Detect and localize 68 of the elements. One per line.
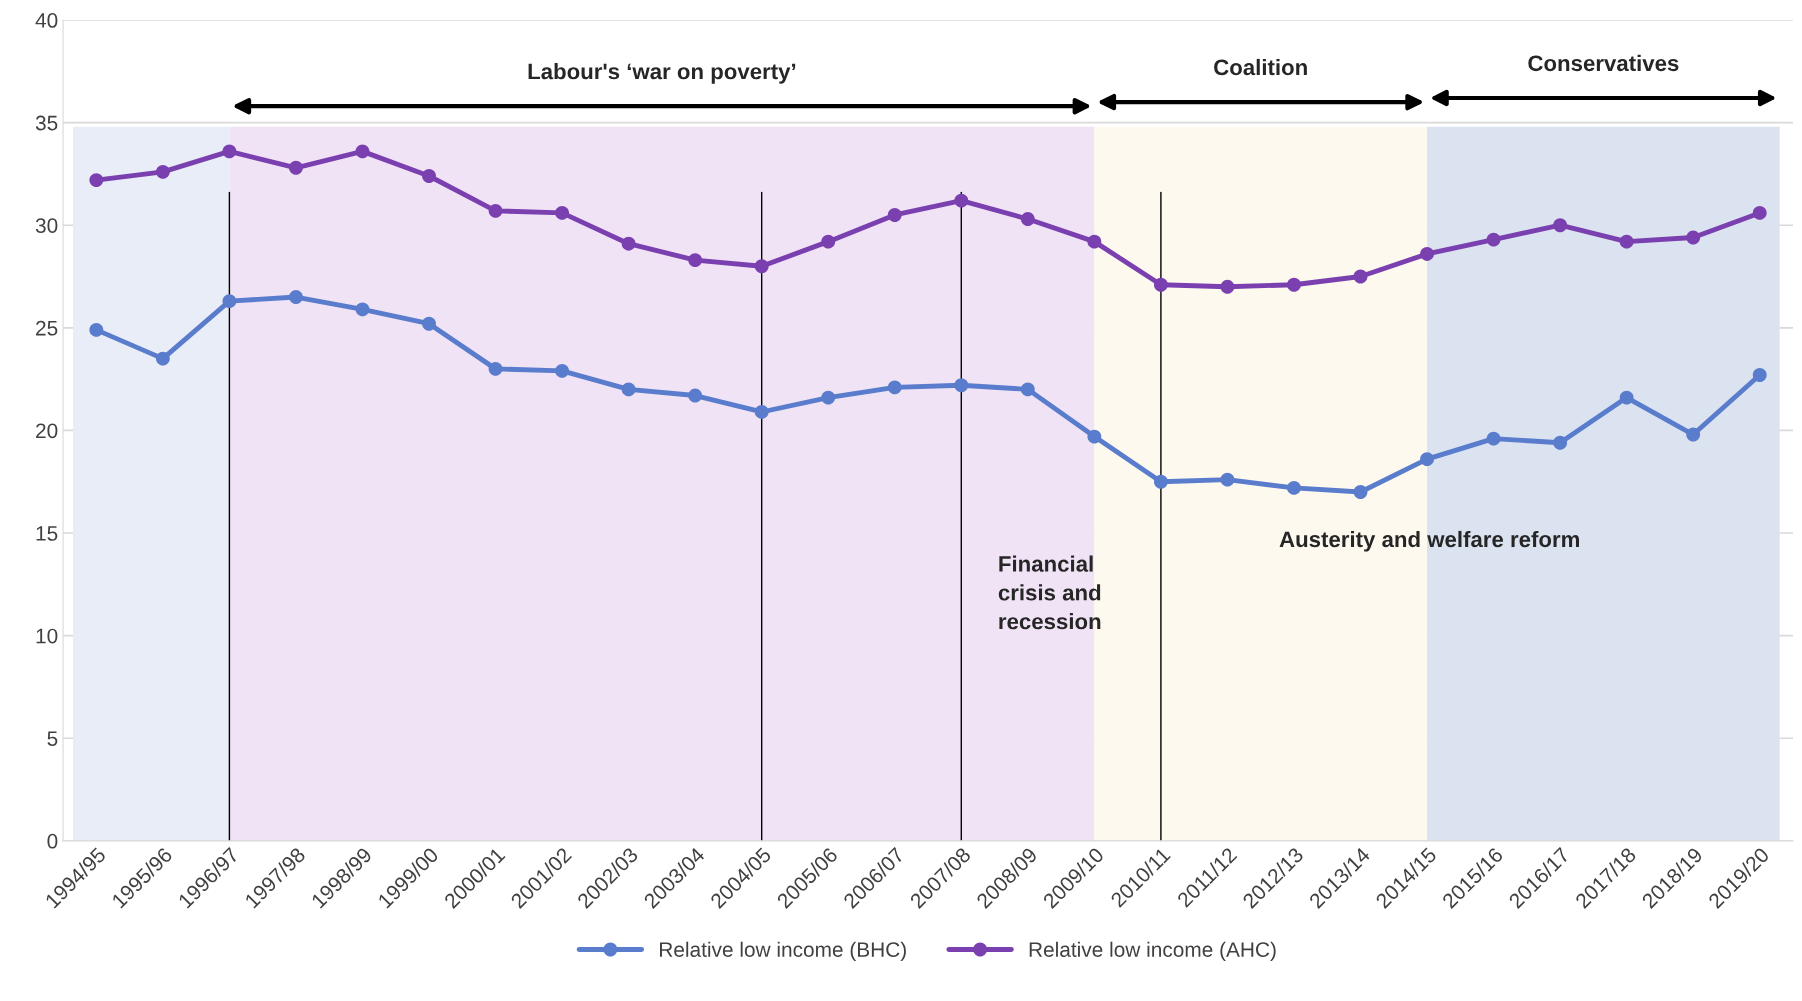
point <box>422 169 436 183</box>
band-label: Labour's ‘war on poverty’ <box>528 63 796 84</box>
y-tick-label: 35 <box>35 115 58 131</box>
band-label: Conservatives <box>1528 54 1679 72</box>
point <box>89 173 104 188</box>
point <box>1153 277 1168 292</box>
y-tick-label: 10 <box>36 628 58 644</box>
point <box>887 208 902 222</box>
legend-label: Relative low income (AHC) <box>1029 941 1276 962</box>
point <box>1087 429 1102 444</box>
point <box>1619 390 1634 405</box>
point <box>1287 480 1301 495</box>
point <box>1420 247 1434 261</box>
point <box>754 259 769 274</box>
point <box>688 253 703 268</box>
point <box>555 363 570 378</box>
point <box>1220 279 1235 294</box>
point <box>1420 452 1434 467</box>
point <box>1353 485 1368 499</box>
point <box>954 193 969 208</box>
point <box>155 164 170 179</box>
point <box>355 302 370 317</box>
point <box>688 388 703 403</box>
y-tick-label: 5 <box>47 731 58 746</box>
point <box>1220 472 1235 487</box>
point <box>289 160 303 175</box>
point <box>1486 431 1501 446</box>
point <box>1553 435 1568 450</box>
point <box>422 316 436 331</box>
point <box>621 382 636 397</box>
y-tick-label: 15 <box>36 526 58 541</box>
point <box>1087 234 1102 249</box>
point <box>821 390 836 405</box>
legend-label: Relative low income (BHC) <box>660 941 906 962</box>
y-tick-label: 30 <box>35 218 58 233</box>
point <box>1752 368 1767 382</box>
point <box>1153 474 1168 489</box>
y-tick-label: 20 <box>36 423 58 439</box>
y-tick-label: 0 <box>47 833 58 849</box>
point <box>954 378 969 393</box>
annotation: Austerity and welfare reform <box>1279 530 1579 552</box>
point <box>1020 382 1035 397</box>
point <box>355 144 370 159</box>
annotation: Financial crisis and recession <box>998 555 1101 630</box>
point <box>1020 212 1035 227</box>
point <box>1752 205 1767 220</box>
point <box>1619 234 1634 249</box>
point <box>89 322 104 337</box>
point <box>1686 427 1701 442</box>
point <box>1287 277 1301 292</box>
y-tick-label: 40 <box>35 13 58 28</box>
point <box>821 234 836 249</box>
point <box>488 361 503 376</box>
y-tick-label: 25 <box>36 320 58 336</box>
point <box>1553 218 1568 233</box>
point <box>1686 230 1701 245</box>
point <box>621 236 636 251</box>
point <box>1486 232 1501 247</box>
point <box>222 294 237 309</box>
point <box>887 380 902 395</box>
band-label: Coalition <box>1214 58 1307 76</box>
point <box>555 205 570 220</box>
point <box>155 351 170 366</box>
point <box>488 203 503 218</box>
point <box>222 144 237 159</box>
point <box>289 290 303 304</box>
point <box>754 405 769 419</box>
point <box>1353 269 1368 284</box>
